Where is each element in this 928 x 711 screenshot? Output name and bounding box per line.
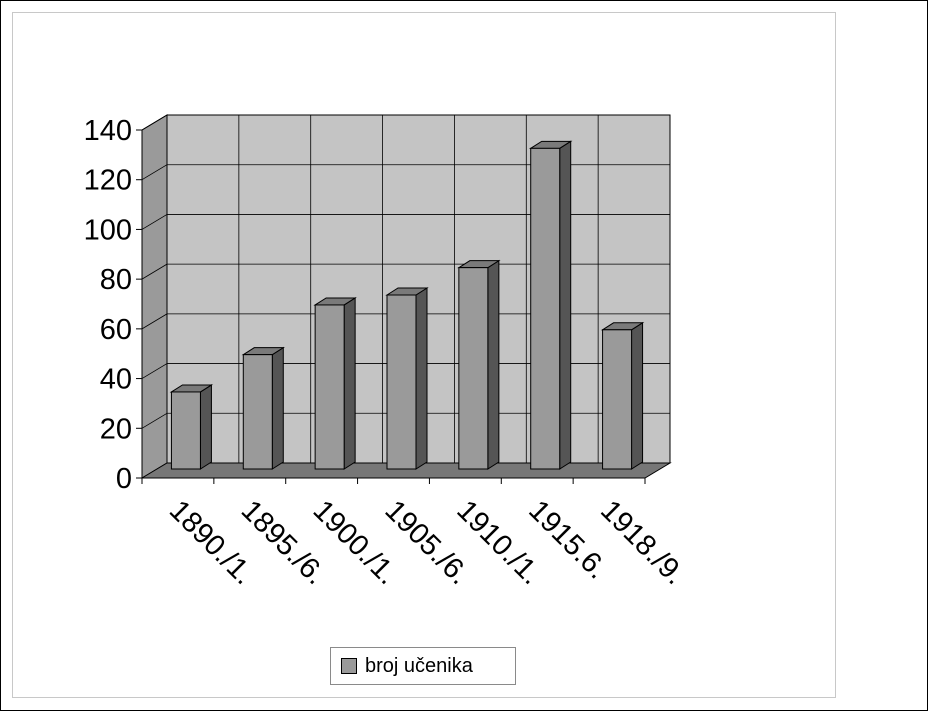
y-tick-label: 100 — [84, 214, 132, 246]
bar — [457, 259, 501, 470]
bar-front — [242, 354, 273, 470]
bar-side — [415, 287, 428, 470]
y-tick-label: 0 — [116, 463, 132, 495]
bar-side — [487, 259, 500, 470]
legend: broj učenika — [330, 647, 516, 685]
bar-front — [458, 267, 489, 470]
gridline-side — [141, 263, 168, 280]
legend-swatch — [341, 658, 357, 674]
x-tick-label: 1918./9. — [594, 494, 691, 591]
gridline-side — [141, 114, 168, 131]
gridline-side — [141, 214, 168, 230]
gridline-side — [141, 412, 168, 429]
y-axis: 0 20 40 60 80 100 120 140 — [84, 115, 143, 495]
bar — [169, 384, 214, 470]
bar — [600, 321, 645, 470]
gridline-side — [141, 313, 168, 330]
bar-side — [343, 297, 356, 470]
bar-side — [631, 321, 644, 470]
bar-front — [170, 391, 201, 470]
bars — [169, 140, 645, 470]
gridline-side — [141, 363, 168, 379]
bar-front — [530, 147, 561, 470]
y-tick-label: 20 — [100, 413, 132, 445]
y-tick-label: 40 — [100, 364, 132, 396]
bar-front — [314, 304, 345, 470]
legend-label: broj učenika — [365, 654, 473, 677]
bar — [313, 297, 357, 470]
bar — [528, 140, 573, 470]
x-axis: 1890./1.1895./6.1900./1.1905./6.1910./1.… — [141, 477, 691, 591]
bar-front — [386, 294, 417, 470]
bar-front — [602, 329, 633, 470]
bar-side — [199, 384, 212, 470]
bar-side — [271, 346, 284, 470]
bar — [385, 287, 429, 470]
y-tick-label: 80 — [100, 264, 132, 296]
y-tick-label: 60 — [100, 314, 132, 346]
bar-side — [559, 140, 572, 470]
bar — [241, 346, 286, 470]
gridline-side — [141, 164, 168, 181]
gridlines — [141, 114, 670, 463]
y-tick-label: 120 — [84, 165, 132, 197]
side-wall — [141, 114, 168, 479]
y-tick-label: 140 — [84, 115, 132, 147]
